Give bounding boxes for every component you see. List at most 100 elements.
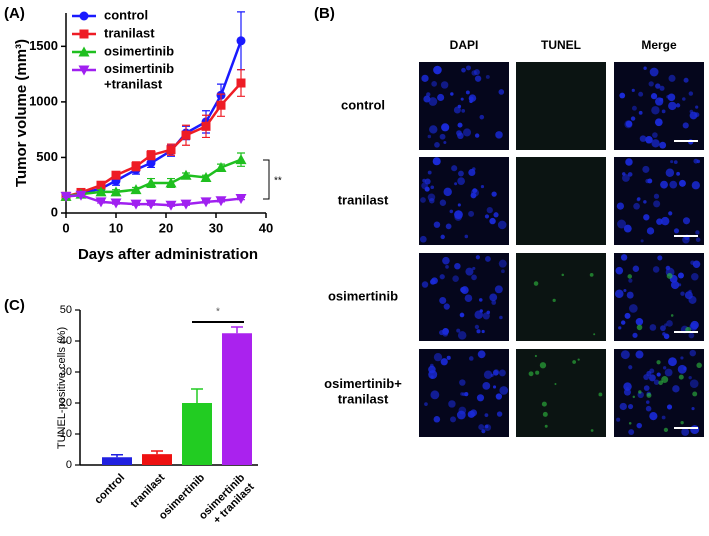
nucleus xyxy=(470,188,479,197)
point xyxy=(181,130,191,140)
nucleus xyxy=(628,365,633,370)
nucleus xyxy=(670,160,674,164)
tunel-signal xyxy=(632,395,636,399)
nucleus xyxy=(454,182,458,186)
nucleus xyxy=(498,259,507,268)
nucleus xyxy=(623,224,632,233)
nucleus xyxy=(682,217,691,225)
nucleus xyxy=(661,415,666,420)
nucleus xyxy=(481,329,485,334)
nucleus xyxy=(492,369,499,376)
nucleus xyxy=(645,400,650,404)
nucleus xyxy=(672,385,680,393)
tunel-signal xyxy=(544,424,548,428)
tunel-signal xyxy=(593,333,596,336)
tunel-signal xyxy=(696,362,702,369)
nucleus xyxy=(482,381,491,390)
point xyxy=(95,197,107,208)
nucleus xyxy=(628,278,633,283)
nucleus xyxy=(478,298,483,302)
nucleus xyxy=(656,218,663,225)
y-tick-label: 0 xyxy=(51,204,58,219)
nucleus xyxy=(457,177,465,185)
nucleus xyxy=(655,83,661,89)
legend-marker xyxy=(78,46,90,57)
nucleus xyxy=(427,193,436,202)
nucleus xyxy=(656,372,661,377)
nucleus xyxy=(454,262,461,270)
nucleus xyxy=(625,158,633,166)
error-bar xyxy=(231,326,243,334)
micrographs xyxy=(419,62,704,437)
nucleus xyxy=(424,402,428,406)
nucleus xyxy=(485,256,491,262)
nucleus xyxy=(462,392,466,397)
nucleus xyxy=(668,357,677,367)
nucleus xyxy=(690,320,699,330)
nucleus xyxy=(667,93,676,102)
nucleus xyxy=(642,165,650,173)
significance-label: * xyxy=(216,307,220,318)
nucleus xyxy=(648,374,656,382)
tunel-signal xyxy=(589,272,594,277)
tunel-signal xyxy=(534,354,537,358)
nucleus xyxy=(691,181,700,190)
nucleus xyxy=(496,411,503,417)
nucleus xyxy=(420,197,426,203)
tunel-signal xyxy=(572,360,577,364)
nucleus xyxy=(443,303,450,310)
nucleus xyxy=(643,214,650,221)
nucleus xyxy=(688,332,695,339)
nucleus xyxy=(624,312,631,319)
y-tick-label: 50 xyxy=(60,304,72,316)
bar xyxy=(142,454,172,465)
y-tick-label: 40 xyxy=(60,335,72,347)
nucleus xyxy=(681,428,690,436)
nucleus xyxy=(471,274,477,281)
y-tick-label: 0 xyxy=(66,459,72,471)
legend-label: tranilast xyxy=(104,25,155,40)
column-header: TUNEL xyxy=(541,38,581,52)
nucleus xyxy=(638,91,644,97)
x-axis-label: Days after administration xyxy=(78,246,258,263)
nucleus xyxy=(665,168,675,177)
nucleus xyxy=(435,67,439,71)
point xyxy=(145,177,157,188)
nucleus xyxy=(480,185,485,189)
nucleus xyxy=(660,325,666,332)
nucleus xyxy=(446,355,451,360)
nucleus xyxy=(421,74,429,82)
nucleus xyxy=(482,312,490,320)
nucleus xyxy=(489,293,498,302)
nucleus xyxy=(469,99,473,104)
nucleus xyxy=(466,65,471,71)
nucleus xyxy=(491,300,497,305)
nucleus xyxy=(692,260,701,269)
error-bar xyxy=(191,388,203,403)
nucleus xyxy=(471,70,477,76)
nucleus xyxy=(430,375,434,379)
micrograph xyxy=(516,62,606,150)
nucleus xyxy=(441,123,450,132)
row-label: osimertinib+ tranilast xyxy=(324,376,402,407)
nucleus xyxy=(649,412,658,421)
nucleus xyxy=(479,114,485,120)
nucleus xyxy=(689,349,696,357)
nucleus xyxy=(461,67,466,73)
nucleus xyxy=(631,88,635,92)
nucleus xyxy=(461,109,466,113)
nucleus xyxy=(456,328,461,333)
nucleus xyxy=(454,213,462,221)
nucleus xyxy=(499,386,509,395)
nucleus xyxy=(652,132,658,138)
point xyxy=(165,177,177,188)
nucleus xyxy=(631,105,637,111)
nucleus xyxy=(429,125,438,134)
nucleus xyxy=(476,394,485,402)
tunel-signal xyxy=(666,273,673,279)
significance-label: ** xyxy=(274,176,282,187)
nucleus xyxy=(695,237,701,242)
nucleus xyxy=(668,74,676,82)
nucleus xyxy=(430,390,440,400)
nucleus xyxy=(670,280,680,290)
